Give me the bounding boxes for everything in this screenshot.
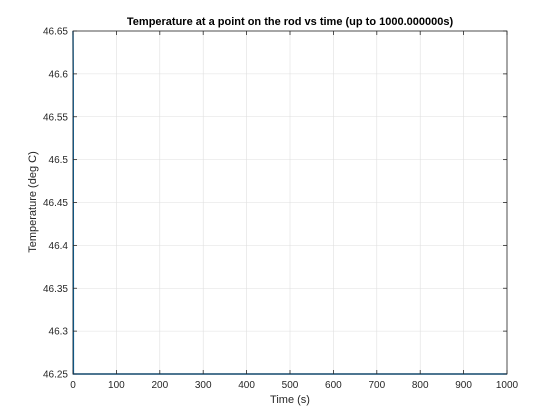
chart-title: Temperature at a point on the rod vs tim… <box>127 16 454 28</box>
x-tick-label: 900 <box>455 380 472 391</box>
x-tick-label: 500 <box>282 380 299 391</box>
y-tick-label: 46.65 <box>43 27 68 38</box>
y-tick-label: 46.4 <box>49 241 69 252</box>
x-tick-label: 100 <box>108 380 125 391</box>
y-tick-label: 46.6 <box>49 69 69 80</box>
x-axis-label: Time (s) <box>270 394 310 406</box>
y-tick-label: 46.5 <box>49 155 69 166</box>
x-tick-label: 0 <box>70 380 76 391</box>
y-axis-label: Temperature (deg C) <box>27 151 39 253</box>
y-tick-label: 46.25 <box>43 370 68 381</box>
x-tick-label: 800 <box>412 380 429 391</box>
y-tick-label: 46.45 <box>43 198 68 209</box>
x-tick-label: 400 <box>238 380 255 391</box>
y-axis: 46.25 46.3 46.35 46.4 46.45 46.5 46.55 46.6 46.6… <box>43 27 507 381</box>
x-axis: 0 100 200 300 400 500 600 700 800 900 1000 <box>70 31 519 391</box>
x-tick-label: 1000 <box>496 380 519 391</box>
x-tick-label: 200 <box>151 380 168 391</box>
y-tick-label: 46.3 <box>49 327 69 338</box>
x-tick-label: 700 <box>368 380 385 391</box>
x-tick-label: 300 <box>195 380 212 391</box>
y-tick-label: 46.55 <box>43 112 68 123</box>
y-tick-label: 46.35 <box>43 284 68 295</box>
x-tick-label: 600 <box>325 380 342 391</box>
